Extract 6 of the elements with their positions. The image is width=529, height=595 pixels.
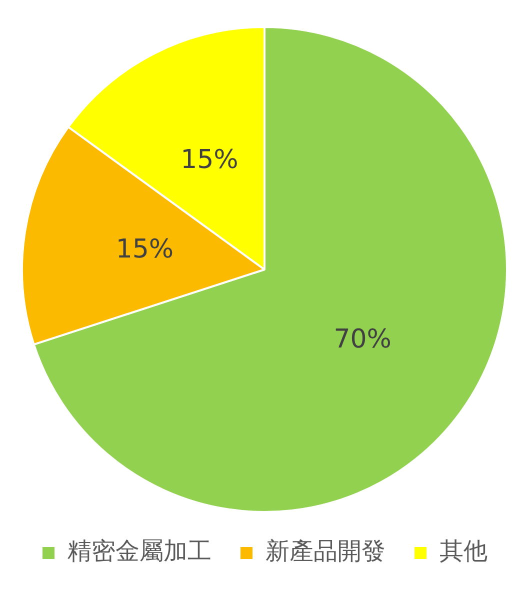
- legend-label: 其他: [440, 537, 488, 566]
- data-label: 15%: [180, 145, 238, 176]
- data-label: 70%: [334, 324, 392, 355]
- legend-label: 新產品開發: [266, 537, 386, 566]
- data-label: 15%: [116, 234, 174, 264]
- legend-label: 精密金屬加工: [68, 537, 212, 566]
